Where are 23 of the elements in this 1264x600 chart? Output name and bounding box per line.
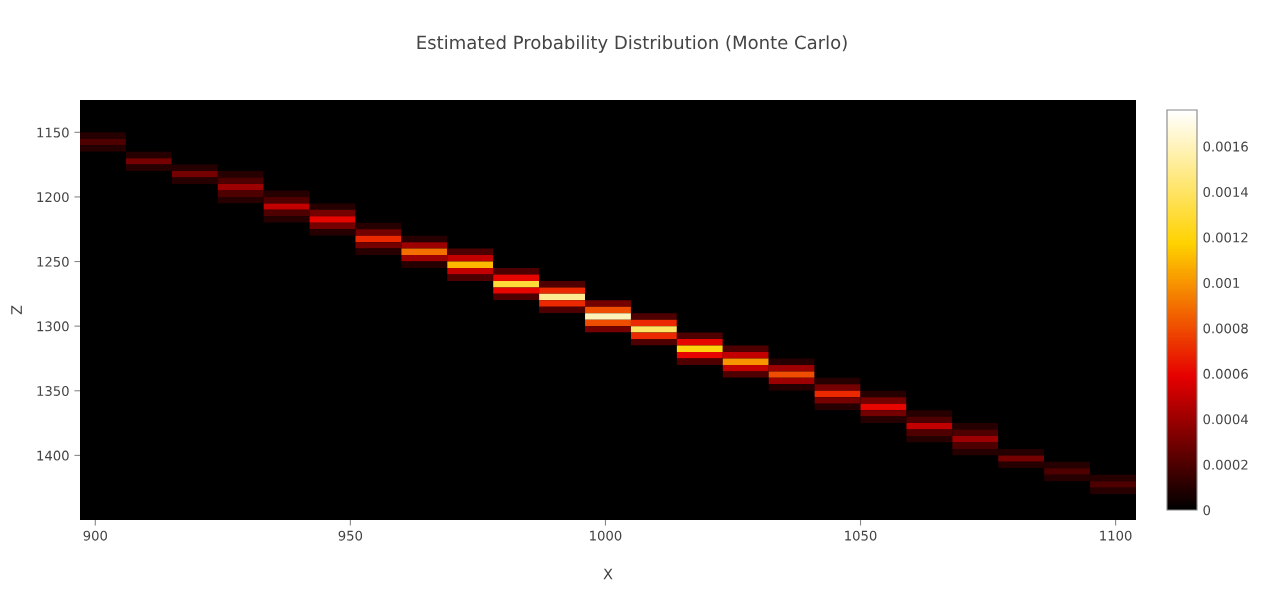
color-bar-label: 0.0004 bbox=[1203, 414, 1248, 425]
x-tick-label: 1100 bbox=[1100, 530, 1132, 541]
x-tick-label: 1050 bbox=[845, 530, 877, 541]
color-bar-label: 0 bbox=[1203, 505, 1211, 516]
y-axis-title: Z bbox=[11, 305, 22, 315]
color-bar-label: 0.0002 bbox=[1203, 459, 1248, 470]
chart-title: Estimated Probability Distribution (Monte Carlo) bbox=[417, 35, 847, 53]
y-tick-label: 1300 bbox=[37, 321, 69, 332]
color-bar-label: 0.0008 bbox=[1203, 323, 1248, 334]
x-axis-title: X bbox=[603, 568, 613, 580]
x-tick-label: 950 bbox=[338, 530, 363, 541]
y-tick-label: 1200 bbox=[37, 192, 69, 203]
y-tick-label: 1150 bbox=[37, 127, 69, 138]
x-tick-label: 1000 bbox=[590, 530, 622, 541]
color-bar-label: 0.0014 bbox=[1203, 187, 1248, 198]
x-tick-label: 900 bbox=[83, 530, 108, 541]
color-bar-label: 0.0012 bbox=[1203, 232, 1248, 243]
color-bar-label: 0.001 bbox=[1203, 277, 1240, 288]
color-bar-label: 0.0016 bbox=[1203, 141, 1248, 152]
y-tick-label: 1250 bbox=[37, 256, 69, 267]
color-bar-label: 0.0006 bbox=[1203, 368, 1248, 379]
y-tick-label: 1350 bbox=[37, 385, 69, 396]
y-tick-label: 1400 bbox=[37, 450, 69, 461]
